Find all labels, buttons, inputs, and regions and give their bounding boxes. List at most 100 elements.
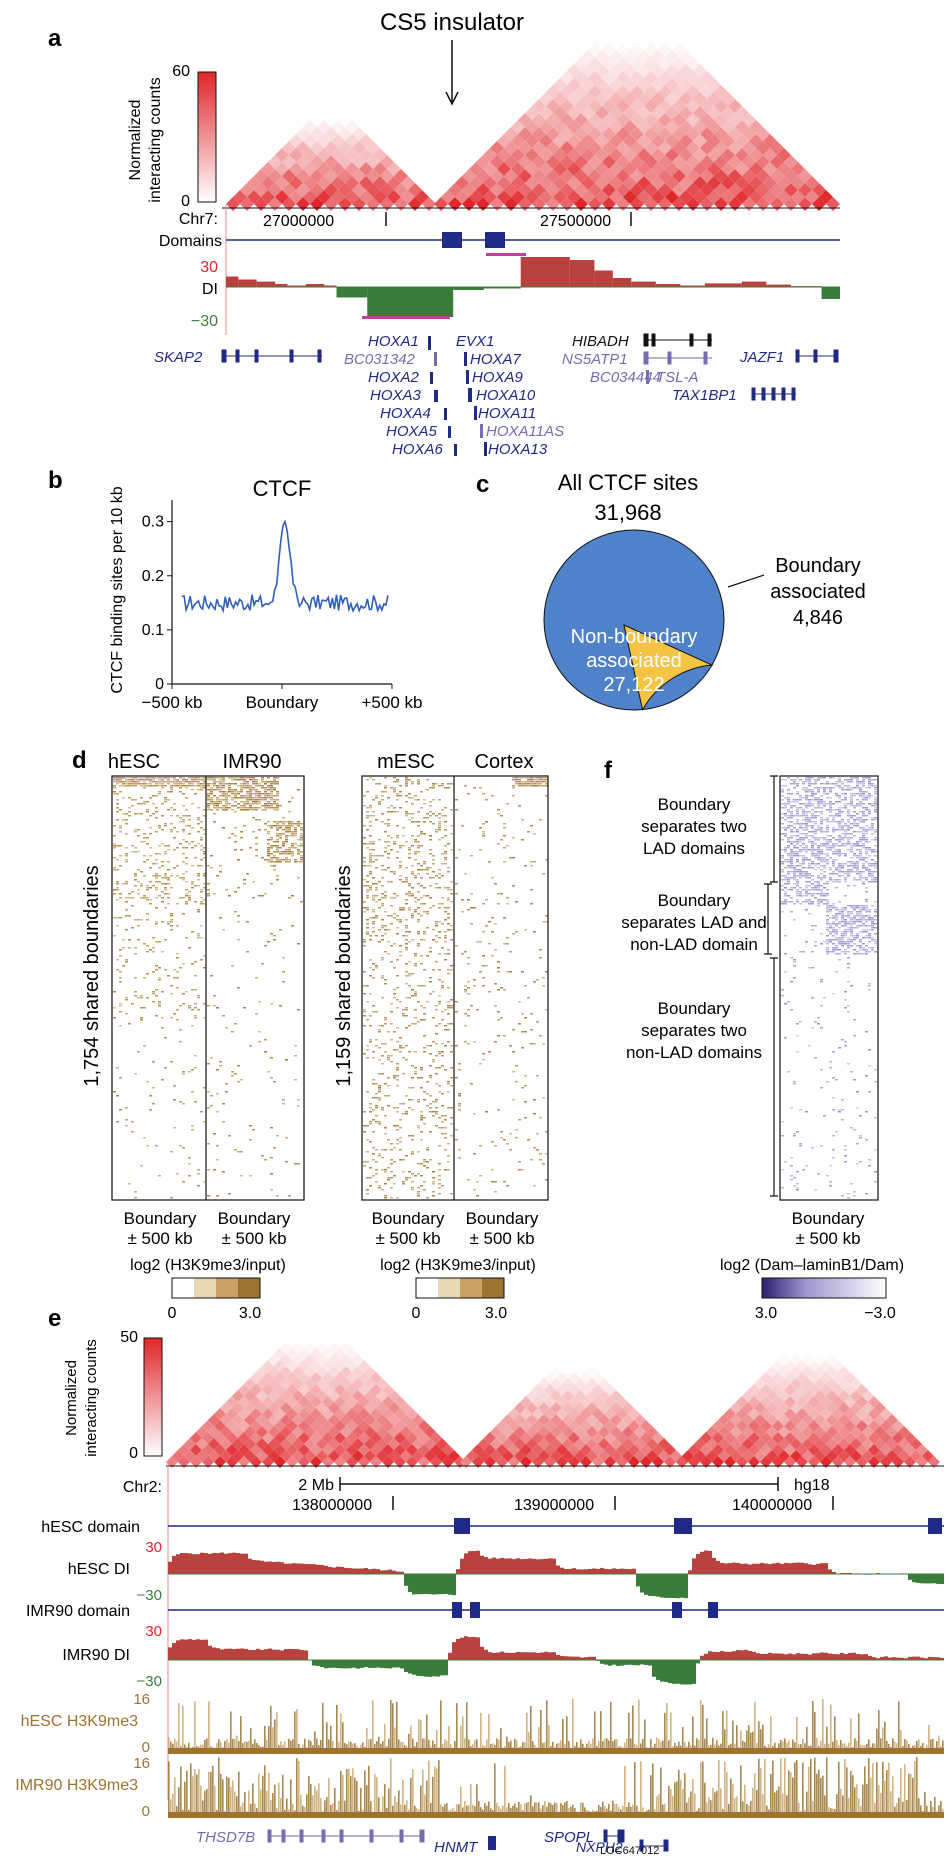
panel-d-letter: d bbox=[72, 747, 87, 774]
track-label-hesc-domain: hESC domain bbox=[41, 1519, 140, 1536]
d-xlab-4a: Boundary bbox=[466, 1209, 539, 1228]
panel-c: c All CTCF sites 31,968 Non-boundary ass… bbox=[476, 470, 866, 711]
panel-c-title: All CTCF sites bbox=[558, 470, 699, 495]
pie-big-value: 27,122 bbox=[603, 674, 664, 696]
gene-track-a: SKAP2 HOXA1 BC031342 HOXA2 HOXA3 HOXA4 H… bbox=[154, 333, 839, 458]
k9-max-hesc: 16 bbox=[133, 1691, 150, 1708]
colorbar-e bbox=[143, 1337, 163, 1457]
gene-HIBADH: HIBADH bbox=[572, 333, 629, 350]
heatmap-a bbox=[226, 1, 840, 211]
colorbar-e-label-1: Normalized bbox=[63, 1360, 80, 1436]
f-group-label: separates LAD and bbox=[621, 913, 767, 932]
panel-c-total: 31,968 bbox=[594, 500, 661, 525]
hesc-h3k9me3-track bbox=[168, 1698, 944, 1754]
f-group-label: Boundary bbox=[658, 795, 731, 814]
k9-max-imr90: 16 bbox=[133, 1755, 150, 1772]
panel-b: b CTCF CTCF binding sites per 10 kb 0 0.1… bbox=[48, 467, 422, 712]
panel-b-ylabel: CTCF binding sites per 10 kb bbox=[109, 486, 126, 693]
colorbar-a bbox=[197, 71, 217, 203]
gene-HOXA1: HOXA1 bbox=[368, 333, 419, 350]
di-min-imr90: −30 bbox=[137, 1673, 162, 1690]
f-group-label: Boundary bbox=[658, 999, 731, 1018]
scale-bar-e-label: 2 Mb bbox=[298, 1477, 334, 1494]
d-right-ylabel: 1,159 shared boundaries bbox=[333, 865, 355, 1086]
f-brackets bbox=[764, 775, 778, 1197]
pie-small-label-1: Boundary bbox=[775, 555, 861, 577]
f-scale-label: log2 (Dam–laminB1/Dam) bbox=[720, 1257, 904, 1274]
gene-EVX1: EVX1 bbox=[456, 333, 494, 350]
track-label-hesc-k9: hESC H3K9me3 bbox=[21, 1713, 138, 1730]
di-label-a: DI bbox=[202, 281, 218, 298]
di-track-a bbox=[226, 253, 840, 319]
hesc-di-track bbox=[168, 1550, 944, 1599]
gene-BC031342: BC031342 bbox=[344, 351, 416, 368]
k9-min-imr90: 0 bbox=[142, 1803, 150, 1820]
panel-b-letter: b bbox=[48, 467, 63, 494]
gene-TAX1BP1: TAX1BP1 bbox=[672, 387, 737, 404]
gene-HOXA4: HOXA4 bbox=[380, 405, 431, 422]
ctcf-series-line bbox=[181, 519, 389, 614]
coord-e-2: 139000000 bbox=[514, 1497, 594, 1514]
k9-min-hesc: 0 bbox=[142, 1739, 150, 1756]
di-min-hesc: −30 bbox=[137, 1587, 162, 1604]
chr-label-e: Chr2: bbox=[123, 1479, 162, 1496]
d-scale-left-max: 3.0 bbox=[239, 1305, 261, 1322]
b-ytick: 0.1 bbox=[142, 622, 164, 639]
imr90-domain-track bbox=[168, 1602, 944, 1618]
gene-HOXA5: HOXA5 bbox=[386, 423, 438, 440]
colorbar-a-max: 60 bbox=[172, 63, 190, 80]
domains-track-a bbox=[226, 232, 840, 248]
d-xlab-4b: ± 500 kb bbox=[469, 1229, 534, 1248]
gene-BC034444: BC034444 bbox=[590, 369, 661, 386]
pie-small-label-2: associated bbox=[770, 581, 866, 603]
colorbar-e-min: 0 bbox=[129, 1445, 138, 1462]
f-scale-right: −3.0 bbox=[864, 1305, 896, 1322]
track-label-imr90-domain: IMR90 domain bbox=[26, 1603, 130, 1620]
scale-bar-e bbox=[339, 1477, 779, 1491]
pie-slice-boundary bbox=[623, 624, 714, 711]
track-label-imr90-di: IMR90 DI bbox=[62, 1647, 130, 1664]
panel-a-title: CS5 insulator bbox=[380, 9, 524, 36]
pie-small-value: 4,846 bbox=[793, 607, 843, 629]
gene-TSL-A: TSL-A bbox=[656, 369, 699, 386]
panel-a: a CS5 insulator 60 0 Normalized interact… bbox=[48, 1, 840, 458]
d-scale-label-left: log2 (H3K9me3/input) bbox=[130, 1257, 286, 1274]
gene-JAZF1: JAZF1 bbox=[739, 349, 784, 366]
di-max-imr90: 30 bbox=[145, 1623, 162, 1640]
pie-big-label-1: Non-boundary bbox=[571, 626, 698, 648]
b-ytick: 0.3 bbox=[142, 514, 164, 531]
f-scale-left: 3.0 bbox=[755, 1305, 777, 1322]
gene-SKAP2: SKAP2 bbox=[154, 349, 203, 366]
f-group-label: LAD domains bbox=[643, 839, 745, 858]
di-min-a: −30 bbox=[191, 313, 218, 330]
di-max-a: 30 bbox=[200, 259, 218, 276]
f-group-labels: Boundary separates two LAD domains Boundary… bbox=[621, 795, 767, 1062]
imr90-h3k9me3-track bbox=[168, 1757, 944, 1818]
hesc-domain-track bbox=[168, 1518, 944, 1534]
d-col-hesc: hESC bbox=[108, 751, 160, 773]
track-label-hesc-di: hESC DI bbox=[68, 1561, 130, 1578]
d-scale-right-max: 3.0 bbox=[485, 1305, 507, 1322]
di-max-hesc: 30 bbox=[145, 1539, 162, 1556]
d-xlab-2b: ± 500 kb bbox=[221, 1229, 286, 1248]
genome-e-label: hg18 bbox=[794, 1477, 830, 1494]
d-xlab-3a: Boundary bbox=[372, 1209, 445, 1228]
panel-b-title: CTCF bbox=[253, 476, 312, 501]
coord-a-2: 27500000 bbox=[540, 213, 611, 230]
colorbar-a-label-2: interacting counts bbox=[147, 77, 164, 202]
colorbar-e-max: 50 bbox=[120, 1329, 138, 1346]
f-group-label: non-LAD domain bbox=[630, 935, 758, 954]
heatmap-f bbox=[781, 777, 877, 1199]
d-xlab-3b: ± 500 kb bbox=[375, 1229, 440, 1248]
colorbar-a-label-1: Normalized bbox=[127, 100, 144, 181]
d-col-mesc: mESC bbox=[377, 751, 435, 773]
coord-a-1: 27000000 bbox=[263, 213, 334, 230]
domains-label-a: Domains bbox=[159, 233, 222, 250]
coord-e-3: 140000000 bbox=[732, 1497, 812, 1514]
coord-e-1: 138000000 bbox=[292, 1497, 372, 1514]
colorbar-a-min: 0 bbox=[181, 193, 190, 210]
colorbar-e-label-2: interacting counts bbox=[83, 1339, 100, 1457]
track-label-imr90-k9: IMR90 H3K9me3 bbox=[15, 1777, 138, 1794]
